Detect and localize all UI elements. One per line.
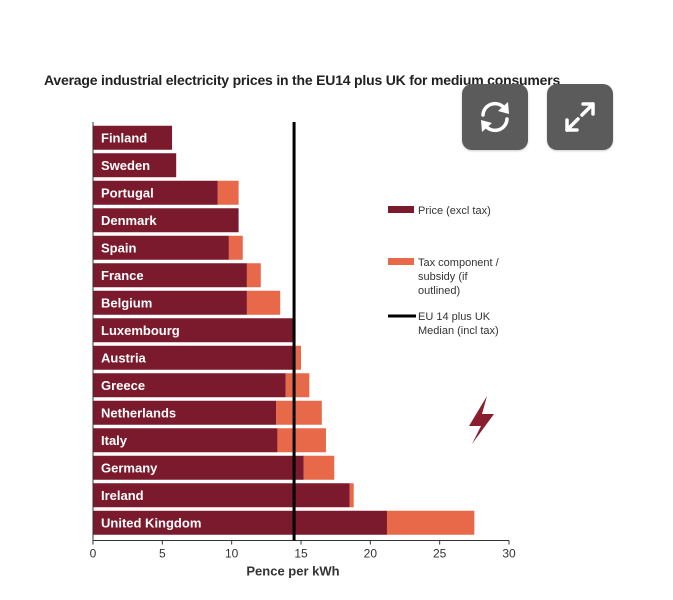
bar-price-excl-tax — [93, 318, 295, 343]
bar-price-excl-tax — [93, 208, 239, 233]
expand-icon — [565, 102, 595, 132]
bar-price-excl-tax — [93, 263, 247, 288]
legend-label: Price (excl tax) — [418, 205, 491, 217]
bar-price-excl-tax — [93, 345, 295, 370]
bar-tax-component — [246, 263, 261, 288]
bar-price-excl-tax — [93, 235, 229, 260]
category-label: Austria — [101, 350, 147, 365]
category-label: Sweden — [101, 158, 150, 173]
category-label: Greece — [101, 378, 145, 393]
bar-price-excl-tax — [93, 180, 218, 205]
x-tick-label: 0 — [90, 547, 97, 561]
bar-tax-component — [349, 483, 354, 508]
legend-label: Tax component / — [418, 257, 500, 269]
lightning-icon — [469, 396, 494, 444]
category-label: United Kingdom — [101, 515, 201, 530]
category-label: Ireland — [101, 488, 144, 503]
bar-tax-component — [228, 235, 243, 260]
bar-price-excl-tax — [93, 455, 304, 480]
x-tick-label: 15 — [294, 547, 308, 561]
refresh-icon — [481, 101, 509, 133]
category-label: Germany — [101, 460, 158, 475]
bar-tax-component — [294, 345, 301, 370]
bar-price-excl-tax — [93, 125, 173, 150]
bar-tax-component — [276, 400, 322, 425]
x-tick-label: 20 — [364, 547, 378, 561]
category-label: France — [101, 268, 144, 283]
category-label: Spain — [101, 240, 136, 255]
chart-title: Average industrial electricity prices in… — [44, 72, 561, 88]
legend-swatch — [388, 258, 414, 265]
x-tick-label: 30 — [502, 547, 516, 561]
bar-price-excl-tax — [93, 400, 277, 425]
legend-label: outlined) — [418, 285, 460, 297]
category-label: Denmark — [101, 213, 157, 228]
bars-layer: Finland Sweden Portugal Denmark Spain France B… — [93, 125, 475, 535]
x-axis: 0 5 10 15 20 25 30 Pence per kWh — [90, 122, 516, 579]
decor-layer — [469, 396, 494, 444]
bar-price-excl-tax — [93, 510, 387, 535]
expand-button[interactable] — [547, 84, 613, 150]
bar-price-excl-tax — [93, 428, 278, 453]
legend-label: subsidy (if — [418, 271, 468, 283]
bar-price-excl-tax — [93, 153, 177, 178]
refresh-button[interactable] — [462, 84, 528, 150]
bar-tax-component — [303, 455, 335, 480]
category-label: Belgium — [101, 295, 152, 310]
bar-price-excl-tax — [93, 290, 247, 315]
x-tick-label: 25 — [433, 547, 447, 561]
legend-label: Median (incl tax) — [418, 325, 499, 337]
bar-price-excl-tax — [93, 373, 286, 398]
category-label: Portugal — [101, 185, 154, 200]
bar-price-excl-tax — [93, 483, 350, 508]
bar-tax-component — [246, 290, 281, 315]
x-tick-label: 5 — [159, 547, 166, 561]
bar-tax-component — [217, 180, 239, 205]
category-label: Netherlands — [101, 405, 176, 420]
bar-tax-component — [285, 373, 310, 398]
bar-tax-component — [386, 510, 475, 535]
legend: Price (excl tax) Tax component / subsidy (… — [388, 205, 500, 337]
category-label: Luxembourg — [101, 323, 180, 338]
category-label: Finland — [101, 130, 147, 145]
legend-swatch — [388, 206, 414, 213]
bar-tax-component — [277, 428, 326, 453]
category-label: Italy — [101, 433, 128, 448]
legend-label: EU 14 plus UK — [418, 311, 491, 323]
x-axis-title: Pence per kWh — [246, 564, 339, 579]
x-tick-label: 10 — [225, 547, 239, 561]
